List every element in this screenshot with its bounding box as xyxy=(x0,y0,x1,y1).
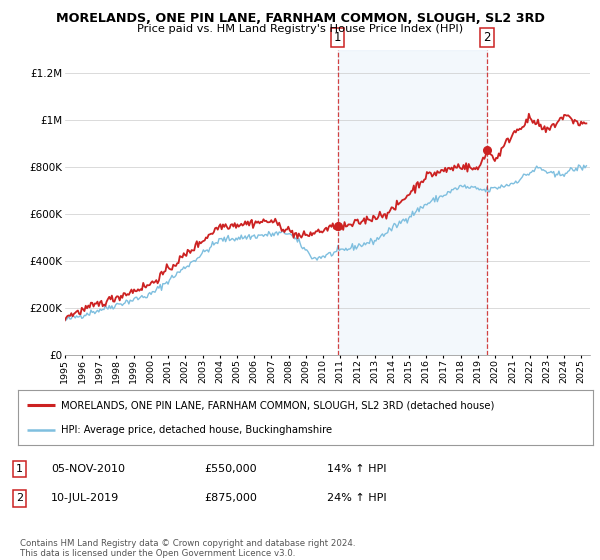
Text: Contains HM Land Registry data © Crown copyright and database right 2024.
This d: Contains HM Land Registry data © Crown c… xyxy=(20,539,355,558)
Text: 10-JUL-2019: 10-JUL-2019 xyxy=(51,493,119,503)
Text: £550,000: £550,000 xyxy=(204,464,257,474)
Text: 2: 2 xyxy=(16,493,23,503)
Text: 05-NOV-2010: 05-NOV-2010 xyxy=(51,464,125,474)
Bar xyxy=(338,50,487,355)
Text: MORELANDS, ONE PIN LANE, FARNHAM COMMON, SLOUGH, SL2 3RD: MORELANDS, ONE PIN LANE, FARNHAM COMMON,… xyxy=(56,12,544,25)
Text: 24% ↑ HPI: 24% ↑ HPI xyxy=(327,493,386,503)
Text: 2: 2 xyxy=(483,31,491,44)
Text: MORELANDS, ONE PIN LANE, FARNHAM COMMON, SLOUGH, SL2 3RD (detached house): MORELANDS, ONE PIN LANE, FARNHAM COMMON,… xyxy=(61,400,494,410)
Text: 1: 1 xyxy=(16,464,23,474)
Text: 14% ↑ HPI: 14% ↑ HPI xyxy=(327,464,386,474)
Text: Price paid vs. HM Land Registry's House Price Index (HPI): Price paid vs. HM Land Registry's House … xyxy=(137,24,463,34)
Text: HPI: Average price, detached house, Buckinghamshire: HPI: Average price, detached house, Buck… xyxy=(61,426,332,435)
Text: 1: 1 xyxy=(334,31,341,44)
Text: £875,000: £875,000 xyxy=(204,493,257,503)
